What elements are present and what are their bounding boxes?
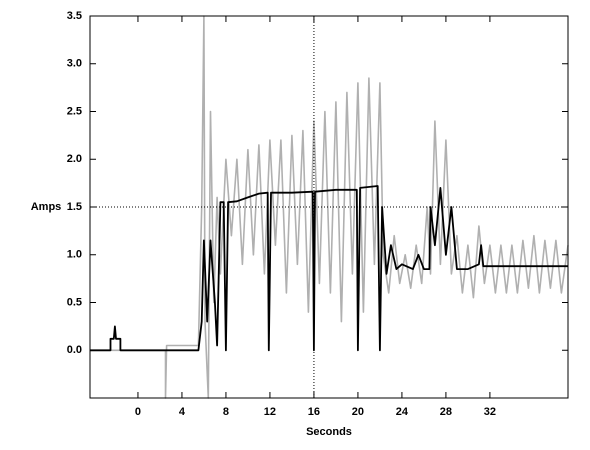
x-tick-label: 0 (135, 406, 141, 418)
x-tick-label: 20 (352, 406, 364, 418)
y-tick-label: 3.0 (67, 58, 82, 70)
x-axis-label: Seconds (306, 426, 352, 438)
x-tick-label: 24 (396, 406, 409, 418)
y-axis-label: Amps (31, 201, 62, 213)
y-tick-label: 1.5 (67, 201, 82, 213)
y-tick-label: 0.0 (67, 344, 82, 356)
y-tick-label: 2.0 (67, 153, 82, 165)
series-line (90, 185, 568, 352)
x-tick-label: 28 (440, 406, 452, 418)
x-tick-label: 12 (264, 406, 276, 418)
x-tick-label: 32 (484, 406, 496, 418)
y-tick-label: 0.5 (67, 296, 82, 308)
x-tick-label: 8 (223, 406, 229, 418)
y-tick-label: 3.5 (67, 10, 82, 22)
y-tick-label: 1.0 (67, 249, 82, 261)
x-tick-label: 4 (179, 406, 186, 418)
plot-frame (89, 15, 569, 399)
x-tick-label: 16 (308, 406, 320, 418)
y-tick-label: 2.5 (67, 105, 82, 117)
series-line (90, 15, 569, 399)
